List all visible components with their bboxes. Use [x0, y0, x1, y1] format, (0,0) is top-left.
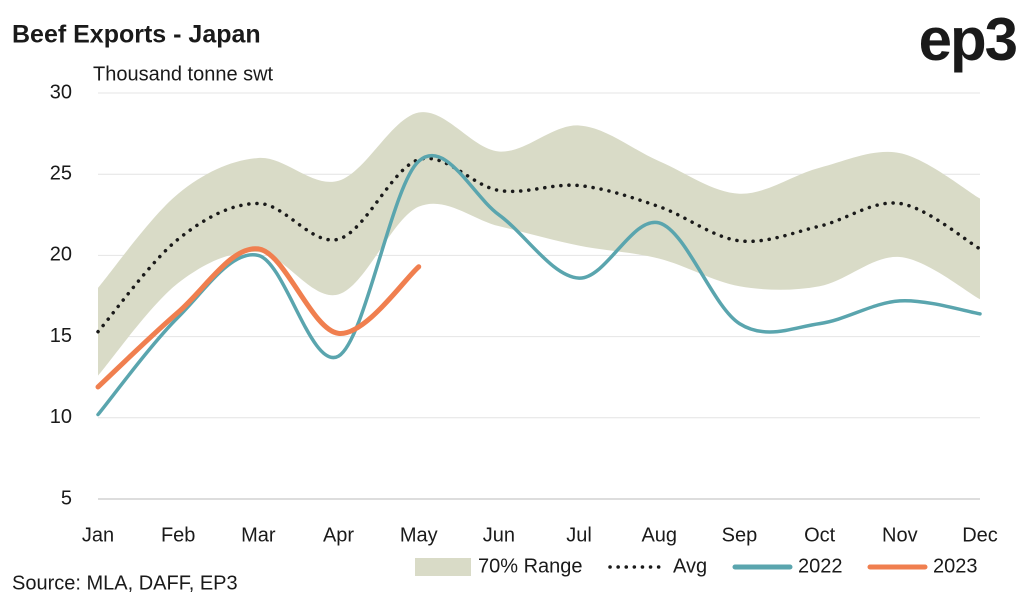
legend-label: 2023	[933, 555, 978, 577]
logo: ep3	[919, 6, 1017, 73]
range-band	[98, 112, 980, 376]
x-tick-label: Aug	[641, 524, 677, 546]
series-line	[96, 153, 982, 417]
legend-label: 70% Range	[478, 555, 583, 577]
x-tick-label: Apr	[323, 524, 354, 546]
source: Source: MLA, DAFF, EP3	[12, 572, 238, 594]
chart-title: Beef Exports - Japan	[12, 21, 261, 49]
x-tick-label: Dec	[962, 524, 998, 546]
legend-label: 2022	[798, 555, 843, 577]
y-tick-label: 25	[50, 162, 72, 184]
y-tick-label: 5	[61, 487, 72, 509]
y-tick-label: 30	[50, 81, 72, 103]
y-tick-label: 20	[50, 244, 72, 266]
x-tick-label: Jul	[566, 524, 592, 546]
chart-subtitle: Thousand tonne swt	[93, 63, 274, 85]
legend-swatch	[415, 558, 471, 576]
legend-label: Avg	[673, 555, 707, 577]
x-tick-label: Feb	[161, 524, 195, 546]
y-tick-label: 15	[50, 325, 72, 347]
x-tick-label: Oct	[804, 524, 836, 546]
x-tick-label: May	[400, 524, 438, 546]
series-line	[95, 246, 422, 390]
x-tick-label: Nov	[882, 524, 918, 546]
x-tick-label: Jun	[483, 524, 515, 546]
x-tick-label: Sep	[722, 524, 758, 546]
x-tick-label: Jan	[82, 524, 114, 546]
series-line	[96, 156, 982, 334]
y-tick-label: 10	[50, 406, 72, 428]
x-tick-label: Mar	[241, 524, 276, 546]
